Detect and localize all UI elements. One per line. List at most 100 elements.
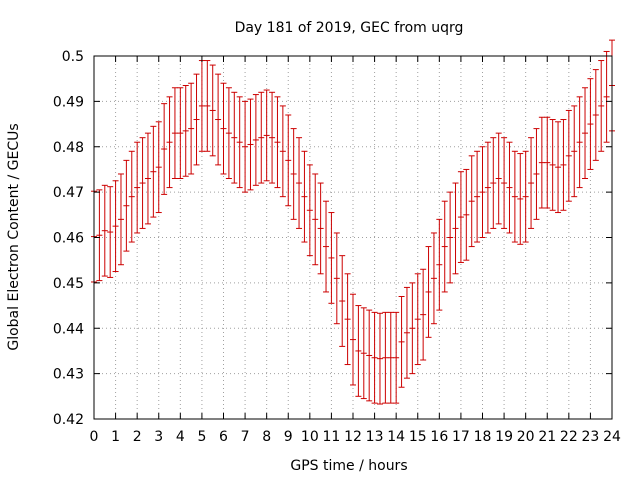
x-tick-label: 20	[517, 429, 535, 445]
x-tick-label: 7	[241, 429, 250, 445]
error-bar	[188, 82, 195, 175]
x-tick-label: 4	[176, 429, 185, 445]
error-bar	[592, 69, 599, 161]
x-tick-label: 17	[452, 429, 470, 445]
error-bar	[582, 87, 589, 180]
x-tick-label: 5	[197, 429, 206, 445]
x-tick-label: 24	[603, 429, 621, 445]
error-bar	[274, 96, 281, 189]
error-bar	[96, 189, 103, 282]
error-bar	[430, 232, 437, 325]
error-bar	[441, 200, 448, 293]
x-tick-label: 1	[111, 429, 120, 445]
error-bar	[231, 91, 238, 184]
error-bar	[247, 98, 254, 191]
error-bar	[198, 60, 205, 152]
error-bar	[193, 73, 200, 166]
error-bar	[544, 116, 551, 209]
y-tick-label: 0.48	[53, 140, 84, 156]
error-bar	[144, 132, 151, 225]
error-bar	[117, 173, 124, 266]
error-bar	[161, 103, 168, 195]
chart-title: Day 181 of 2019, GEC from uqrg	[235, 20, 464, 36]
x-tick-label: 13	[366, 429, 384, 445]
error-bar	[279, 105, 286, 198]
y-tick-label: 0.45	[53, 276, 84, 292]
error-bar	[420, 268, 427, 361]
error-bar	[204, 60, 211, 152]
error-bar	[101, 184, 108, 277]
x-tick-label: 22	[560, 429, 578, 445]
error-bar	[479, 146, 486, 238]
error-bar	[225, 87, 232, 180]
error-bar	[344, 273, 351, 366]
error-bar	[436, 218, 443, 311]
error-bar	[511, 150, 518, 243]
y-tick-label: 0.49	[53, 94, 84, 110]
error-bar	[339, 255, 346, 347]
y-tick-label: 0.44	[53, 321, 84, 337]
error-bar	[393, 311, 400, 404]
x-tick-label: 12	[344, 429, 362, 445]
error-bar	[323, 200, 330, 293]
y-tick-label: 0.46	[53, 231, 84, 247]
error-bar	[107, 186, 114, 278]
y-tick-label: 0.42	[53, 412, 84, 428]
error-bar	[258, 91, 265, 184]
error-bar	[236, 96, 243, 189]
error-bar	[333, 232, 340, 325]
tick-layer: 0 1 2 3 4 5 6 7 8 9 10 11 12 13 14 15 16 17 18 19 20 21 22 23 24…	[53, 49, 621, 445]
error-bar	[215, 73, 222, 166]
error-bar	[382, 311, 389, 404]
error-bar	[409, 282, 416, 375]
error-bar	[355, 305, 362, 397]
error-bar	[387, 311, 394, 404]
error-bar	[603, 50, 610, 143]
error-bar	[506, 141, 513, 234]
error-bar	[150, 125, 157, 218]
x-tick-label: 16	[430, 429, 448, 445]
x-tick-label: 23	[582, 429, 600, 445]
y-tick-label: 0.43	[53, 367, 84, 383]
data-layer	[91, 39, 615, 405]
error-bar	[538, 116, 545, 209]
error-bar	[112, 180, 119, 273]
x-tick-label: 0	[90, 429, 99, 445]
error-bar	[128, 150, 135, 243]
error-bar	[452, 182, 459, 275]
error-bar	[312, 173, 319, 266]
x-tick-label: 8	[262, 429, 271, 445]
error-bar	[403, 286, 410, 379]
error-bar	[290, 128, 297, 220]
x-tick-label: 2	[133, 429, 142, 445]
error-bar	[474, 150, 481, 243]
error-bar	[263, 89, 270, 182]
error-bar	[139, 137, 146, 229]
x-tick-label: 21	[538, 429, 556, 445]
error-bar	[209, 64, 216, 157]
error-bar	[182, 84, 189, 177]
error-bar	[555, 121, 562, 214]
y-tick-label: 0.47	[53, 185, 84, 201]
error-bar	[571, 105, 578, 198]
y-axis-label: Global Electron Content / GECUs	[6, 123, 22, 350]
x-axis-label: GPS time / hours	[290, 458, 407, 474]
error-bar	[517, 153, 524, 245]
error-bar	[366, 309, 373, 402]
x-tick-label: 10	[301, 429, 319, 445]
error-bar	[576, 96, 583, 189]
error-bar	[398, 295, 405, 388]
error-bar	[549, 119, 556, 211]
error-bar	[242, 100, 249, 193]
error-bar	[171, 87, 178, 180]
error-bar	[468, 155, 475, 248]
error-bar	[565, 109, 572, 202]
error-bar	[484, 141, 491, 234]
error-bar	[528, 137, 535, 229]
error-bar	[296, 137, 303, 229]
x-tick-label: 9	[284, 429, 293, 445]
x-tick-label: 14	[387, 429, 405, 445]
error-bar	[134, 141, 141, 234]
x-tick-label: 6	[219, 429, 228, 445]
